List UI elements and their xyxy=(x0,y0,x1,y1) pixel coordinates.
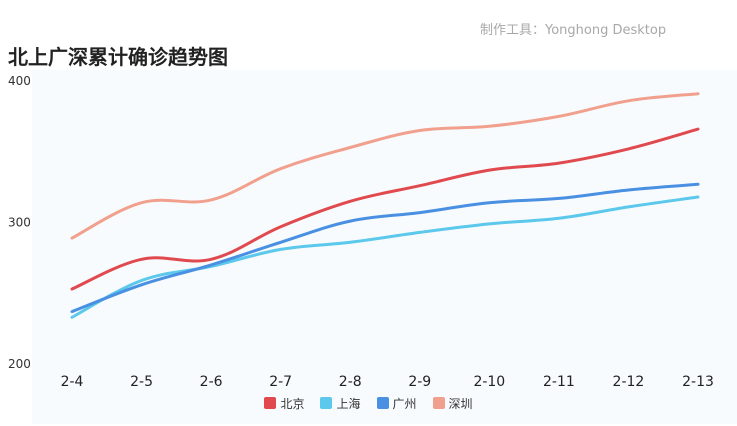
plot-area xyxy=(32,70,737,424)
legend-label: 深圳 xyxy=(448,396,473,411)
x-tick-label: 2-9 xyxy=(408,374,431,390)
x-tick-label: 2-4 xyxy=(61,374,84,390)
legend-label: 上海 xyxy=(336,396,361,411)
x-tick-label: 2-10 xyxy=(473,374,505,390)
legend-swatch xyxy=(432,397,445,409)
x-tick-label: 2-8 xyxy=(339,374,362,390)
legend-label: 北京 xyxy=(280,396,305,411)
legend: 北京 上海 广州 深圳 xyxy=(0,393,737,413)
legend-item[interactable]: 上海 xyxy=(320,393,361,413)
series-line-1 xyxy=(70,195,700,319)
y-tick-label: 300 xyxy=(8,216,31,230)
y-tick-label: 400 xyxy=(8,74,31,88)
series-line-3 xyxy=(70,92,700,240)
legend-swatch xyxy=(264,397,277,409)
x-tick-label: 2-6 xyxy=(200,374,223,390)
legend-swatch xyxy=(320,397,333,409)
credit-text: 制作工具：Yonghong Desktop xyxy=(480,23,667,38)
x-tick-label: 2-7 xyxy=(269,374,292,390)
x-tick-label: 2-12 xyxy=(613,374,645,390)
legend-swatch xyxy=(376,397,389,409)
series-line-2 xyxy=(70,182,700,314)
legend-label: 广州 xyxy=(392,396,417,411)
chart-title: 北上广深累计确诊趋势图 xyxy=(8,45,228,69)
x-tick-label: 2-11 xyxy=(543,374,575,390)
legend-item[interactable]: 广州 xyxy=(376,393,417,413)
series-line-0 xyxy=(70,127,700,291)
y-tick-label: 200 xyxy=(8,357,31,371)
x-tick-label: 2-13 xyxy=(682,374,714,390)
legend-item[interactable]: 北京 xyxy=(264,393,304,413)
legend-item[interactable]: 深圳 xyxy=(432,393,473,413)
x-tick-label: 2-5 xyxy=(130,374,153,390)
